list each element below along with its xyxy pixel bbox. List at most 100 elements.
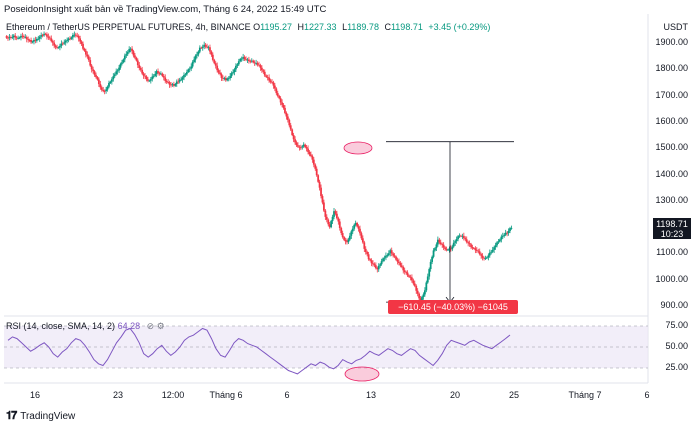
candle — [245, 56, 247, 62]
candle — [405, 270, 408, 275]
tradingview-logo[interactable]: 𝟏𝟕 TradingView — [6, 410, 75, 423]
candle — [493, 245, 496, 253]
open-value: 1195.27 — [260, 22, 292, 32]
candle — [436, 236, 439, 247]
candle — [444, 246, 446, 252]
candle — [252, 59, 255, 64]
candle — [224, 75, 227, 82]
candle — [323, 199, 325, 212]
candle — [138, 61, 141, 71]
candle — [171, 82, 174, 87]
price-tick: 1300.00 — [655, 194, 688, 205]
candle — [268, 74, 270, 83]
candle — [53, 39, 56, 49]
price-tick: 1500.00 — [655, 142, 688, 153]
symbol-legend[interactable]: Ethereum / TetherUS PERPETUAL FUTURES, 4… — [6, 22, 490, 32]
candle — [193, 56, 195, 64]
candle — [334, 209, 337, 216]
candle — [295, 140, 298, 148]
candle — [21, 32, 24, 39]
candle — [315, 166, 318, 177]
candle — [226, 77, 229, 82]
candle — [425, 280, 428, 293]
candle — [112, 73, 115, 82]
price-tick: 1800.00 — [655, 63, 688, 74]
candle — [54, 44, 57, 50]
candle — [377, 263, 380, 272]
candle — [190, 63, 193, 72]
candle — [486, 256, 488, 260]
rsi-legend[interactable]: RSI (14, close, SMA, 14, 2) 64.28 ⊘ ⚙ — [6, 321, 165, 332]
candle — [363, 240, 366, 253]
candle — [359, 225, 361, 236]
candle — [395, 255, 397, 261]
high-label: H — [297, 22, 305, 32]
candle — [89, 57, 92, 67]
brand-name: TradingView — [20, 411, 76, 422]
candle — [61, 41, 64, 46]
candle — [457, 234, 459, 242]
candle — [116, 68, 119, 75]
time-tick: Tháng 7 — [568, 390, 602, 400]
candle — [125, 51, 128, 59]
candle — [480, 252, 483, 259]
candle — [248, 56, 250, 64]
candle — [470, 242, 472, 250]
candle — [175, 79, 178, 87]
candle — [291, 128, 294, 137]
candle — [35, 37, 38, 43]
candle — [276, 90, 279, 98]
candle — [398, 258, 400, 266]
rsi-tick: 25.00 — [665, 362, 688, 372]
candle — [148, 79, 151, 82]
candle — [227, 76, 230, 82]
candle — [194, 54, 197, 63]
candle — [389, 248, 392, 257]
price-tick: 1400.00 — [655, 168, 688, 179]
candle — [17, 35, 19, 40]
candle — [477, 248, 480, 254]
rsi-title[interactable]: RSI (14, close, SMA, 14, 2) — [6, 321, 116, 331]
candle — [97, 77, 100, 87]
candle — [455, 236, 458, 244]
candle — [46, 32, 48, 40]
candle — [204, 42, 207, 49]
candle — [196, 51, 198, 59]
candle — [188, 66, 191, 73]
last-price: 1198.71 — [656, 219, 688, 229]
tradingview-logo-icon: 𝟏𝟕 — [6, 410, 17, 422]
price-tick: 1700.00 — [655, 89, 688, 100]
candle — [356, 221, 358, 228]
candle — [24, 34, 27, 39]
candle — [60, 40, 63, 49]
candle — [242, 53, 245, 62]
candle — [155, 69, 158, 78]
candle — [307, 145, 309, 155]
candle — [445, 246, 448, 252]
candle — [383, 255, 386, 262]
candle — [406, 270, 409, 277]
candle — [260, 65, 263, 73]
candle — [269, 78, 272, 84]
more-icon[interactable]: ⊘ ⚙ — [146, 321, 165, 331]
candle — [331, 214, 334, 224]
candle — [373, 262, 376, 268]
candle — [372, 260, 374, 267]
candle — [92, 66, 95, 74]
candle — [473, 247, 475, 250]
candle — [308, 150, 311, 157]
measure-tool[interactable] — [386, 141, 514, 303]
candle — [271, 78, 273, 84]
candle — [399, 261, 402, 268]
candle — [72, 32, 74, 41]
candles — [5, 31, 513, 303]
candle — [121, 59, 123, 66]
symbol-name[interactable]: Ethereum / TetherUS PERPETUAL FUTURES, 4… — [6, 22, 251, 32]
candle — [96, 75, 99, 81]
candle — [262, 68, 265, 74]
candle — [474, 246, 477, 254]
price-tick: 1100.00 — [656, 247, 688, 258]
candle — [361, 235, 364, 244]
candle — [396, 257, 399, 265]
